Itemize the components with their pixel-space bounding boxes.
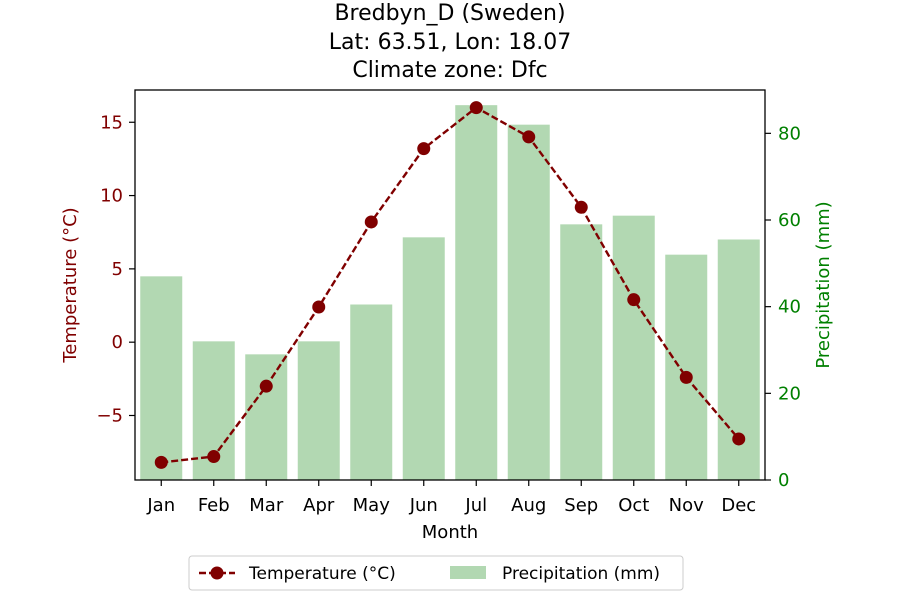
title-line-2: Lat: 63.51, Lon: 18.07	[329, 30, 571, 55]
temperature-line	[154, 101, 746, 469]
temperature-series-line	[161, 106, 740, 464]
temperature-point	[522, 130, 536, 144]
precipitation-bar	[665, 254, 708, 480]
x-tick-label: Feb	[198, 495, 230, 516]
x-axis-ticks: Jan Feb Mar Apr May Jun Jul Aug Sep Oct Nov Dec	[146, 480, 756, 516]
legend: Temperature (°C) Precipitation (mm)	[188, 555, 684, 591]
legend-temperature-label: Temperature (°C)	[248, 564, 396, 584]
x-tick-label: Aug	[511, 495, 546, 516]
left-tick-label: 15	[100, 112, 123, 133]
legend-precipitation-swatch	[450, 566, 486, 579]
temperature-point	[574, 200, 588, 214]
x-tick-label: Jan	[146, 495, 175, 516]
x-tick-label: Jul	[464, 495, 487, 516]
legend-box	[188, 555, 684, 591]
precipitation-bar	[297, 341, 340, 480]
temperature-point	[417, 142, 431, 156]
x-tick-label: Jun	[409, 495, 438, 516]
right-tick-label: 40	[778, 297, 801, 318]
precipitation-bar	[350, 304, 393, 480]
precipitation-bar	[245, 354, 288, 480]
title-line-3: Climate zone: Dfc	[352, 58, 547, 83]
temperature-point	[154, 455, 168, 469]
left-tick-label: −5	[96, 405, 123, 426]
right-tick-label: 60	[778, 210, 801, 231]
temperature-point	[627, 293, 641, 307]
temperature-point	[364, 215, 378, 229]
precipitation-bar	[507, 124, 550, 481]
legend-precipitation-label: Precipitation (mm)	[502, 564, 660, 584]
legend-temperature-marker	[210, 566, 224, 580]
temperature-point	[259, 379, 273, 393]
x-tick-label: May	[353, 495, 391, 516]
right-tick-label: 80	[778, 123, 801, 144]
right-axis-label: Precipitation (mm)	[813, 201, 834, 368]
temperature-point	[312, 300, 326, 314]
title-line-1: Bredbyn_D (Sweden)	[334, 1, 565, 26]
precipitation-bar	[455, 105, 498, 481]
x-tick-label: Oct	[618, 495, 649, 516]
left-axis-ticks: −5 0 5 10 15	[96, 112, 135, 426]
x-tick-label: Dec	[721, 495, 756, 516]
right-axis-ticks: 0 20 40 60 80	[765, 123, 801, 491]
left-tick-label: 10	[100, 186, 123, 207]
x-tick-label: Apr	[303, 495, 335, 516]
right-tick-label: 0	[778, 470, 789, 491]
right-tick-label: 20	[778, 383, 801, 404]
temperature-point	[732, 432, 746, 446]
precipitation-bar	[140, 276, 183, 480]
left-tick-label: 5	[112, 259, 123, 280]
plot-frame	[134, 89, 766, 481]
left-axis-label: Temperature (°C)	[60, 207, 81, 363]
x-axis-label: Month	[422, 522, 478, 543]
precipitation-bar	[560, 224, 603, 480]
temperature-point	[207, 450, 221, 464]
temperature-point	[469, 101, 483, 115]
chart-title: Bredbyn_D (Sweden) Lat: 63.51, Lon: 18.0…	[329, 1, 571, 83]
precipitation-bar	[402, 237, 445, 480]
x-tick-label: Sep	[564, 495, 598, 516]
x-tick-label: Mar	[249, 495, 284, 516]
temperature-point	[679, 370, 693, 384]
x-tick-label: Nov	[669, 495, 704, 516]
precipitation-bar	[612, 215, 655, 480]
precipitation-bars	[140, 105, 760, 481]
left-tick-label: 0	[112, 332, 123, 353]
